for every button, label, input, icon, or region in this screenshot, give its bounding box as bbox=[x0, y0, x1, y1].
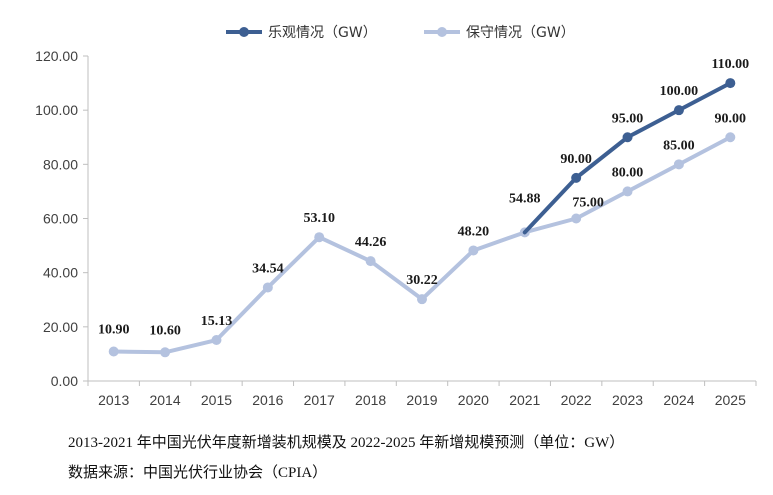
data-label-conservative: 15.13 bbox=[201, 314, 233, 329]
x-tick-label: 2022 bbox=[561, 392, 592, 408]
legend-item-conservative: 保守情况（GW） bbox=[424, 25, 575, 41]
data-label-conservative: 10.90 bbox=[98, 322, 130, 337]
data-label-conservative: 90.00 bbox=[715, 111, 747, 126]
data-label-conservative: 34.54 bbox=[252, 261, 284, 276]
data-point-conservative bbox=[211, 335, 222, 346]
data-label-conservative: 54.88 bbox=[509, 191, 541, 206]
data-label-conservative: 80.00 bbox=[612, 165, 644, 180]
y-tick-label: 20.00 bbox=[43, 319, 78, 335]
data-label-conservative: 30.22 bbox=[406, 273, 438, 288]
legend: 乐观情况（GW） 保守情况（GW） bbox=[226, 25, 575, 41]
data-point-conservative bbox=[160, 347, 171, 358]
x-tick-label: 2014 bbox=[149, 392, 180, 408]
data-label-conservative: 44.26 bbox=[355, 235, 387, 250]
y-tick-label: 0.00 bbox=[51, 373, 78, 389]
data-labels: 90.00 95.00 100.00 110.00 10.90 10.60 15.13 34.… bbox=[98, 57, 749, 338]
legend-label-conservative: 保守情况（GW） bbox=[466, 25, 575, 41]
chart: 乐观情况（GW） 保守情况（GW） 0.00 20.00 40.00 60.00 80.… bbox=[35, 25, 757, 408]
source-note: 数据来源：中国光伏行业协会（CPIA） bbox=[68, 465, 328, 481]
data-point-conservative bbox=[108, 346, 119, 357]
data-point-conservative bbox=[314, 232, 325, 243]
x-tick-label: 2015 bbox=[201, 392, 232, 408]
y-tick-label: 120.00 bbox=[35, 48, 78, 64]
data-label-optimistic: 110.00 bbox=[711, 57, 749, 72]
y-tick-label: 80.00 bbox=[43, 156, 78, 172]
data-point-conservative bbox=[673, 159, 684, 170]
data-point-conservative bbox=[468, 245, 479, 256]
data-point-conservative bbox=[571, 213, 582, 224]
x-tick-label: 2017 bbox=[304, 392, 335, 408]
x-tick-label: 2023 bbox=[612, 392, 643, 408]
x-tick-label: 2024 bbox=[663, 392, 694, 408]
x-tick-label: 2019 bbox=[406, 392, 437, 408]
data-label-conservative: 10.60 bbox=[149, 323, 181, 338]
legend-item-optimistic: 乐观情况（GW） bbox=[226, 25, 377, 41]
x-tick-label: 2021 bbox=[509, 392, 540, 408]
data-point-conservative bbox=[365, 256, 376, 267]
data-point-conservative bbox=[262, 282, 273, 293]
figure-caption: 2013-2021 年中国光伏年度新增装机规模及 2022-2025 年新增规模… bbox=[68, 435, 625, 451]
y-tick-label: 100.00 bbox=[35, 102, 78, 118]
data-label-optimistic: 95.00 bbox=[612, 111, 644, 126]
series-line-optimistic bbox=[522, 81, 733, 235]
x-tick-label: 2016 bbox=[252, 392, 283, 408]
data-label-conservative: 85.00 bbox=[663, 138, 695, 153]
y-tick-label: 40.00 bbox=[43, 265, 78, 281]
x-tick-label: 2025 bbox=[715, 392, 746, 408]
data-label-optimistic: 90.00 bbox=[560, 152, 592, 167]
data-point-optimistic bbox=[725, 78, 736, 89]
y-axis-ticks: 0.00 20.00 40.00 60.00 80.00 100.00 120.00 bbox=[35, 48, 88, 389]
data-label-conservative: 48.20 bbox=[458, 224, 490, 239]
data-point-conservative bbox=[417, 294, 427, 305]
x-tick-label: 2020 bbox=[458, 392, 489, 408]
data-label-optimistic: 100.00 bbox=[660, 84, 699, 99]
x-axis-ticks: 2013 2014 2015 2016 2017 2018 2019 2020 2021 2022… bbox=[87, 381, 757, 408]
legend-label-optimistic: 乐观情况（GW） bbox=[268, 25, 377, 41]
x-tick-label: 2018 bbox=[355, 392, 386, 408]
data-point-optimistic bbox=[673, 105, 684, 116]
data-point-conservative bbox=[622, 186, 633, 197]
data-label-conservative: 75.00 bbox=[572, 196, 604, 211]
data-point-optimistic bbox=[571, 172, 582, 183]
y-tick-label: 60.00 bbox=[43, 211, 78, 227]
legend-marker-optimistic bbox=[239, 27, 249, 37]
data-label-conservative: 53.10 bbox=[303, 211, 335, 226]
data-point-conservative bbox=[725, 132, 736, 143]
data-point-optimistic bbox=[622, 132, 633, 143]
series-layer bbox=[108, 78, 736, 358]
x-tick-label: 2013 bbox=[98, 392, 129, 408]
legend-marker-conservative bbox=[437, 27, 447, 37]
